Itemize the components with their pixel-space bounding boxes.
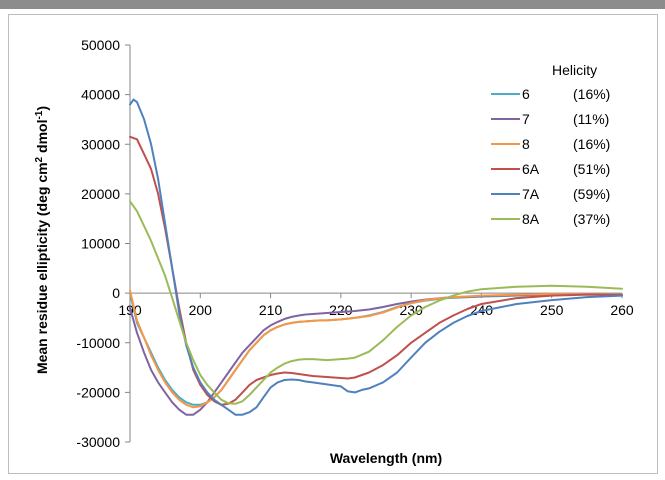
y-tick-label: -10000 [76,335,120,351]
legend-label-8: 8 [522,136,530,152]
legend-label-6A: 6A [522,161,540,177]
legend-label-7: 7 [522,111,530,127]
series-line-7A [129,98,623,416]
series-line-8 [129,289,623,409]
series-line-6A [129,135,623,406]
legend-label-8A: 8A [522,211,540,227]
legend-helicity-6A: (51%) [573,161,610,177]
legend-label-7A: 7A [522,186,540,202]
y-tick-label: 0 [112,285,120,301]
y-axis-title-sup2: -1 [34,110,45,119]
cd-spectra-chart: 50000 40000 30000 20000 10000 0 -10000 -20000 -3… [34,37,634,466]
series-line-7 [129,293,623,416]
y-tick-label: -20000 [76,384,120,400]
x-tick-label: 200 [189,302,213,318]
legend-title: Helicity [552,62,597,78]
legend-helicity-7A: (59%) [573,186,610,202]
y-axis-title: Mean residue ellipticity (deg cm2 dmol-1… [34,106,51,374]
y-tick-label: 20000 [81,186,120,202]
y-tick-label: 30000 [81,136,120,152]
axes-group: 50000 40000 30000 20000 10000 0 -10000 -20000 -3… [76,37,633,450]
x-tick-label: 260 [610,302,634,318]
x-tick-label: 210 [259,302,283,318]
y-tick-label: 10000 [81,236,120,252]
x-tick-label: 220 [329,302,353,318]
legend-helicity-8A: (37%) [573,211,610,227]
legend-label-6: 6 [522,86,530,102]
x-axis-title: Wavelength (nm) [330,450,442,466]
y-axis-title-mid: dmol [34,120,50,157]
x-tick-label: 250 [540,302,564,318]
window-top-bar [0,0,665,9]
chart-area: 50000 40000 30000 20000 10000 0 -10000 -20000 -3… [8,14,658,474]
x-tick-label: 230 [399,302,423,318]
legend-helicity-7: (11%) [573,111,609,127]
y-tick-label: 50000 [81,37,120,53]
y-axis-title-sup1: 2 [34,156,45,162]
legend: Helicity 6 (16%) 7 (11%) 8 (16%) 6A (51%) 7A (59%… [491,62,610,227]
series-line-8A [129,200,623,405]
y-tick-label: 40000 [81,87,120,103]
y-tick-label: -30000 [76,434,120,450]
y-axis-title-main: Mean residue ellipticity (deg cm [34,162,50,374]
y-axis-title-end: ) [34,106,50,111]
legend-helicity-6: (16%) [573,86,610,102]
series-layer [129,98,623,416]
legend-helicity-8: (16%) [573,136,610,152]
